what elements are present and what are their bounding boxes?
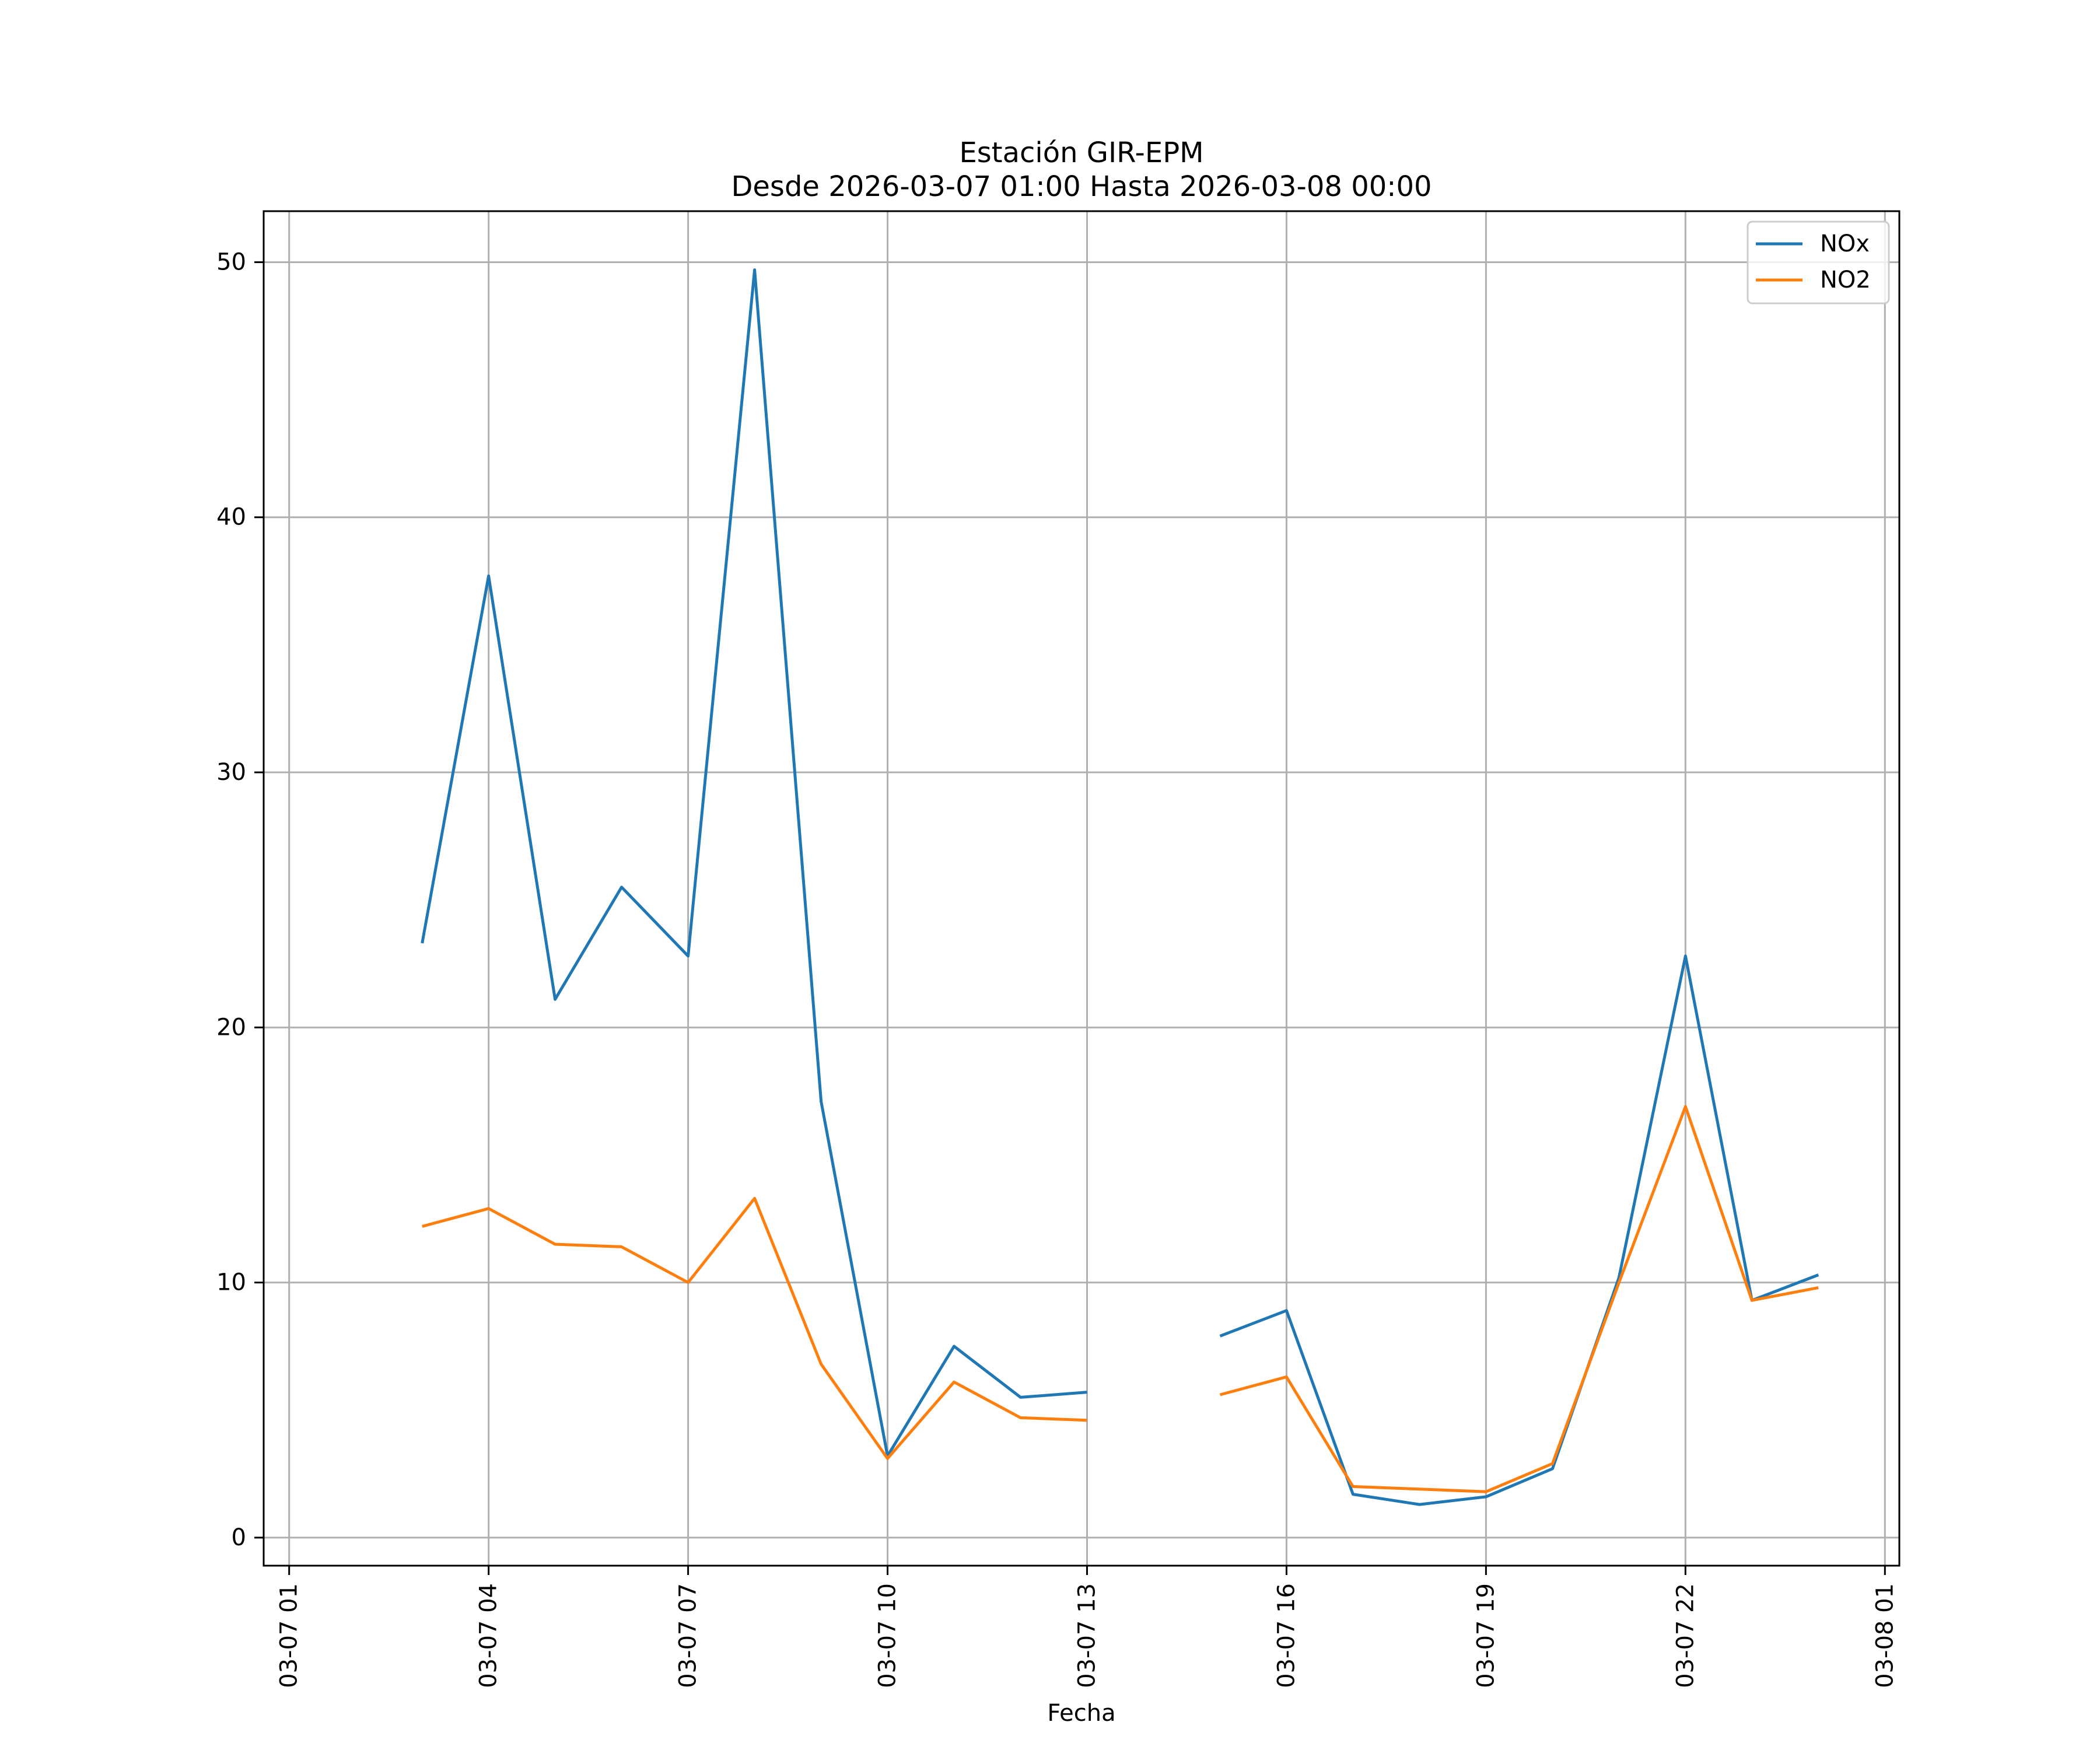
legend: NOx NO2 [1746,220,1890,304]
x-axis-label: Fecha [1047,1700,1115,1727]
y-tick-label: 50 [216,249,246,275]
y-tick-label: 0 [232,1524,246,1551]
x-tick-label: 03-07 10 [874,1583,901,1688]
x-tick-label: 03-07 19 [1472,1583,1499,1688]
series-line-nox [421,268,1819,1506]
x-tick-label: 03-07 22 [1672,1583,1699,1688]
x-tick-label: 03-07 04 [475,1583,502,1688]
series-no2 [422,1105,1819,1493]
plot-series [421,268,1819,1506]
grid [264,211,1899,1566]
y-tick-label: 40 [216,504,246,531]
y-tick-label: 30 [216,759,246,786]
y-axis-ticks: 0 10 20 30 40 50 [216,249,264,1551]
y-tick-label: 10 [216,1269,246,1296]
x-tick-label: 03-07 13 [1073,1583,1100,1688]
series-line-no2 [422,1105,1819,1493]
y-tick-label: 20 [216,1014,246,1041]
legend-box [1746,220,1890,304]
x-axis-ticks: 03-07 01 03-07 04 03-07 07 03-07 10 03-07 13… [276,1566,1898,1688]
x-tick-label: 03-07 16 [1273,1583,1300,1688]
legend-label-no2: NO2 [1820,267,1871,293]
chart-subtitle: Desde 2026-03-07 01:00 Hasta 2026-03-08 … [731,170,1432,203]
plot-frame [262,210,1901,1567]
x-tick-label: 03-07 07 [675,1583,702,1688]
series-nox [421,268,1819,1506]
legend-label-nox: NOx [1820,230,1870,257]
chart-title: Estación GIR-EPM [959,136,1203,169]
x-tick-label: 03-07 01 [276,1583,303,1688]
x-tick-label: 03-08 01 [1871,1583,1898,1688]
